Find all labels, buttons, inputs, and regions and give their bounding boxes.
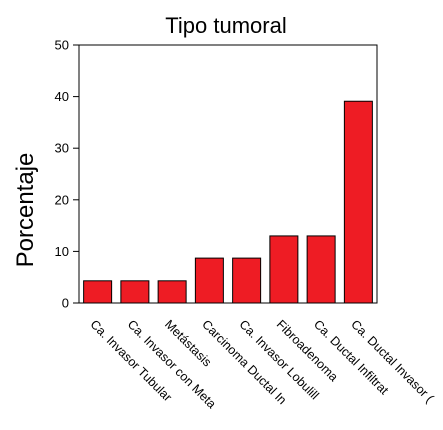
bar (232, 257, 262, 304)
plot-frame (78, 44, 378, 304)
bar (194, 257, 224, 304)
bar (83, 280, 113, 304)
y-axis-ticks: 0 10 20 30 40 50 (55, 38, 79, 311)
y-tick-label: 50 (55, 38, 69, 53)
bars (83, 100, 373, 304)
bar (306, 235, 336, 304)
bar (343, 100, 373, 304)
y-tick-label: 0 (62, 296, 69, 311)
y-tick-label: 20 (55, 192, 69, 207)
bar (157, 280, 187, 304)
y-tick-label: 10 (55, 244, 69, 259)
y-tick-label: 40 (55, 89, 69, 104)
bar (120, 280, 150, 304)
y-axis-label: Porcentaje (12, 153, 39, 268)
chart-title: Tipo tumoral (165, 13, 286, 38)
plot-area-border (78, 44, 378, 304)
y-tick-label: 30 (55, 141, 69, 156)
bar (269, 235, 299, 304)
